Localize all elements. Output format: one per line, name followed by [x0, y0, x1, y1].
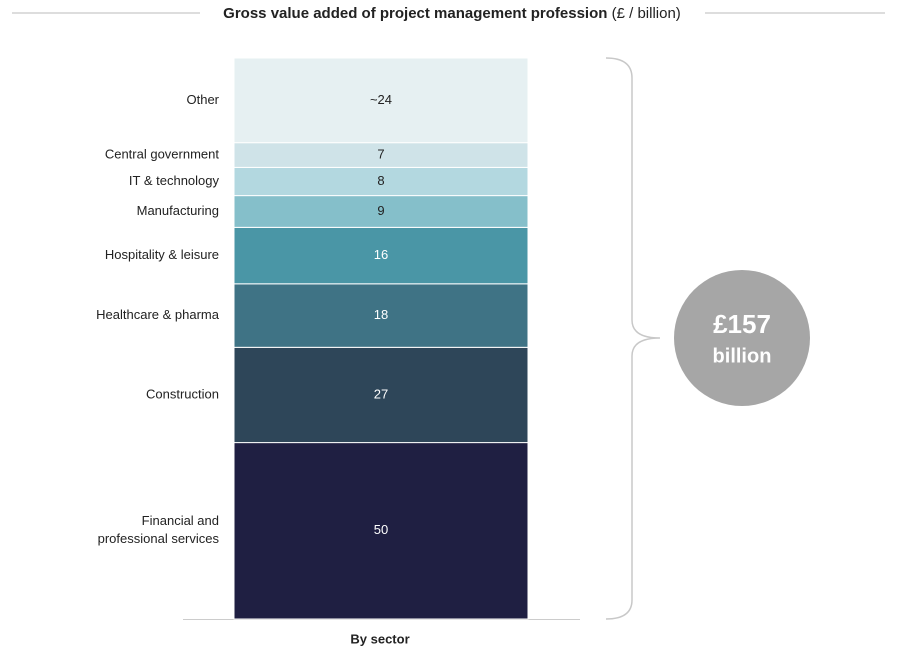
x-tick-label: By sector: [350, 631, 409, 646]
bar-segment: [233, 442, 529, 620]
value-label: 9: [377, 203, 384, 218]
value-label: 16: [374, 247, 388, 262]
legend-line: Financial and: [142, 513, 219, 528]
legend-label: Construction: [146, 386, 219, 401]
legend-label: Other: [186, 92, 219, 107]
value-label: 8: [377, 173, 384, 188]
value-label: 50: [374, 522, 388, 537]
bar-segment: [233, 142, 529, 168]
chart-title: Gross value added of project management …: [223, 5, 681, 22]
bar-segment: [233, 195, 529, 228]
bar-segment: [233, 346, 529, 444]
total-value: £157: [713, 309, 771, 339]
value-label: 18: [374, 307, 388, 322]
total-circle: [674, 270, 810, 406]
bar-segment: [233, 57, 529, 144]
bar-segment: [233, 226, 529, 285]
legend-label: Hospitality & leisure: [105, 247, 219, 262]
legend-label: Healthcare & pharma: [96, 307, 220, 322]
value-label: 27: [374, 386, 388, 401]
bar-segment: [233, 283, 529, 348]
legend-line: professional services: [98, 531, 220, 546]
value-label: 7: [377, 146, 384, 161]
legend-label: Manufacturing: [137, 203, 219, 218]
value-label: ~24: [370, 92, 392, 107]
legend-label: Financial and professional services: [98, 513, 220, 546]
brace: [605, 57, 661, 620]
legend-label: IT & technology: [129, 173, 220, 188]
total-unit: billion: [713, 345, 772, 367]
title-unit: (£ / billion): [612, 5, 681, 22]
title-main: Gross value added of project management …: [223, 5, 607, 22]
legend-label: Central government: [105, 146, 220, 161]
